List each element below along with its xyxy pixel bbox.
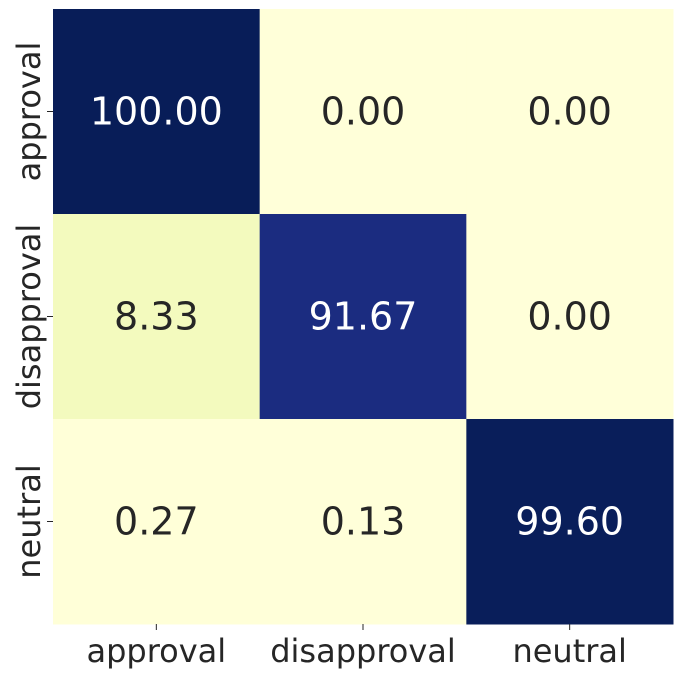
heatmap-cell-1-0 <box>53 214 261 420</box>
heatmap-cell-0-2 <box>466 9 674 215</box>
heatmap-cell-1-1 <box>259 214 467 420</box>
cell-value-label-1-0: 8.33 <box>114 295 199 339</box>
heatmap-cell-1-2 <box>466 214 674 420</box>
y-tick-label-2: neutral <box>10 464 48 578</box>
y-tick-label-0: approval <box>10 42 48 182</box>
heatmap-cell-0-1 <box>259 9 467 215</box>
heatmap-cell-0-0 <box>53 9 261 215</box>
cell-value-label-0-2: 0.00 <box>527 90 612 134</box>
cell-value-label-2-1: 0.13 <box>321 500 406 544</box>
x-tick-label-2: neutral <box>512 632 626 670</box>
y-tick-label-1: disapproval <box>10 224 48 410</box>
y-axis: approval disapproval neutral <box>10 42 53 579</box>
heatmap-cells: 100.00 0.00 0.00 8.33 91.67 0.00 0.27 0.13 99.60 <box>53 9 674 625</box>
x-tick-label-0: approval <box>86 632 226 670</box>
cell-value-label-2-0: 0.27 <box>114 500 199 544</box>
cell-value-label-0-1: 0.00 <box>321 90 406 134</box>
heatmap-cell-2-1 <box>259 419 467 625</box>
x-tick-label-1: disapproval <box>270 632 456 670</box>
cell-value-label-1-1: 91.67 <box>309 295 418 339</box>
heatmap-cell-2-2 <box>466 419 674 625</box>
cell-value-label-0-0: 100.00 <box>90 90 223 134</box>
heatmap-cell-2-0 <box>53 419 261 625</box>
cell-value-label-2-2: 99.60 <box>515 500 624 544</box>
cell-value-label-1-2: 0.00 <box>527 295 612 339</box>
x-axis: approval disapproval neutral <box>86 624 627 670</box>
